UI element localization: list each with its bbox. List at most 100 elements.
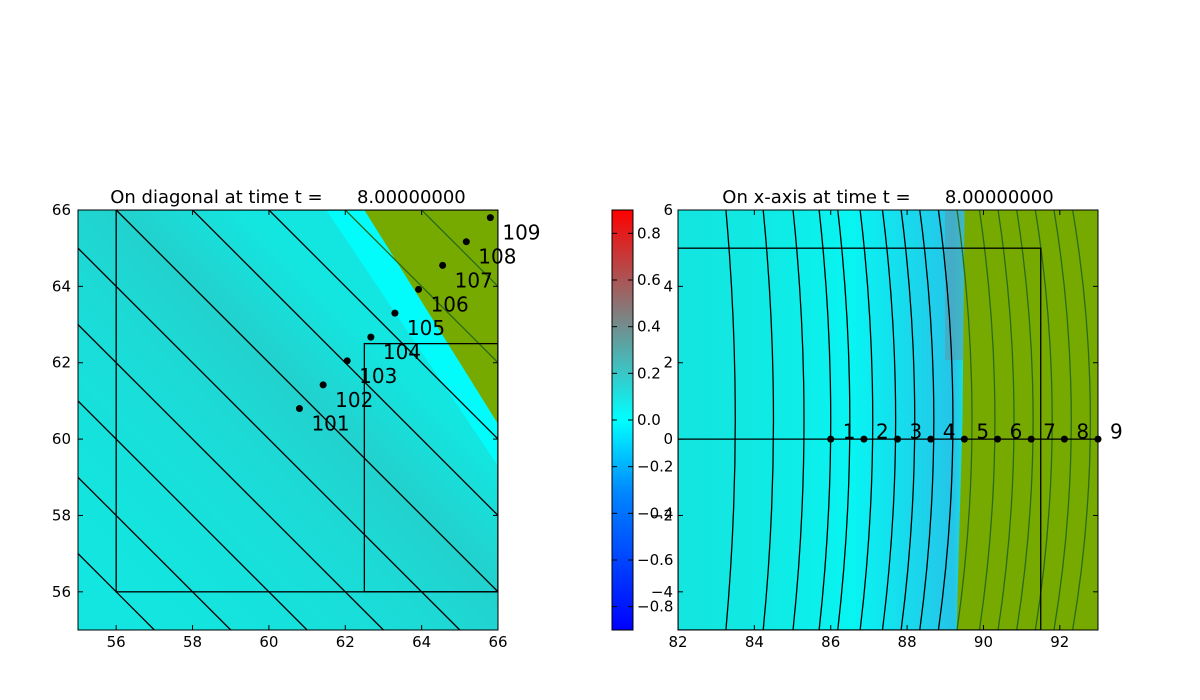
left-y-axis: 56 58 60 62 64 66 [52, 201, 498, 601]
right-contour-line-8 [919, 210, 935, 630]
left-ytick-label-1: 58 [52, 506, 71, 524]
right-contour-line-0 [725, 210, 736, 630]
right-contour-line-4 [837, 210, 851, 630]
left-contour-line-5 [78, 247, 461, 630]
right-ytick-label-2: 0 [663, 430, 673, 448]
colorbar-tick-label-8: 0.8 [637, 224, 661, 242]
right-xtick-label-2: 86 [821, 633, 840, 651]
left-gauge-label-104: 104 [383, 340, 421, 364]
left-gauge-label-102: 102 [335, 388, 373, 412]
left-ytick-label-5: 66 [52, 201, 71, 219]
right-contour-line-7 [900, 210, 916, 630]
right-ytick-label-1: −2 [651, 506, 673, 524]
left-axes-frame [77, 209, 499, 631]
left-gauge-marker-109 [486, 214, 494, 222]
left-gauge-label-108: 108 [478, 245, 516, 269]
right-gauge-label-8: 8 [1076, 420, 1089, 444]
right-gauge-marker-4 [927, 435, 935, 443]
right-y-axis: −4 −2 0 2 4 6 [651, 201, 1098, 601]
right-contours [725, 210, 1091, 630]
right-contour-line-12 [997, 210, 1015, 630]
colorbar-tick-label-2: −0.4 [637, 504, 673, 522]
left-panel: 56 58 60 62 64 66 56 58 60 62 64 66 On diagonal at… [52, 187, 541, 651]
left-xtick-label-0: 56 [107, 633, 126, 651]
left-ytick-label-0: 56 [52, 583, 71, 601]
right-gauge-label-9: 9 [1110, 420, 1123, 444]
right-gauge-label-6: 6 [1010, 420, 1023, 444]
right-gauge-marker-6 [994, 435, 1002, 443]
right-gauge-label-2: 2 [876, 420, 889, 444]
right-gauge-label-1: 1 [843, 420, 856, 444]
right-land-region [956, 210, 1098, 630]
right-gauge-marker-8 [1060, 435, 1068, 443]
left-gauge-marker-102 [319, 381, 327, 389]
right-chart-title: On x-axis at time t = 8.00000000 [722, 187, 1053, 208]
right-xtick-label-1: 84 [745, 633, 764, 651]
left-ytick-label-2: 60 [52, 430, 71, 448]
right-gauge-marker-3 [894, 435, 902, 443]
right-contour-line-9 [937, 210, 954, 630]
right-gauge-marker-9 [1094, 435, 1102, 443]
colorbar-tick-label-6: 0.4 [637, 318, 661, 336]
right-contour-line-11 [978, 210, 996, 630]
right-contour-line-14 [1034, 210, 1053, 630]
right-gauge-marker-5 [960, 435, 968, 443]
colorbar-ticks: −0.8 −0.6 −0.4 −0.2 0.0 0.2 0.4 0.6 0.8 [612, 224, 673, 616]
right-gauge-marker-1 [827, 435, 835, 443]
left-contour-line-9 [344, 210, 498, 364]
right-axes-frame [677, 209, 1099, 631]
right-ytick-label-4: 4 [663, 277, 673, 295]
right-gauge-label-3: 3 [910, 420, 923, 444]
colorbar-tick-label-5: 0.2 [637, 364, 661, 382]
right-xtick-label-0: 82 [668, 633, 687, 651]
left-gauge-label-105: 105 [407, 316, 445, 340]
colorbar-tick-label-1: −0.6 [637, 551, 673, 569]
left-contour-line-2 [78, 476, 232, 630]
right-gauge-label-4: 4 [943, 420, 956, 444]
right-gauge-marker-2 [860, 435, 868, 443]
right-gauge-marker-7 [1027, 435, 1035, 443]
left-ytick-label-4: 64 [52, 277, 71, 295]
left-land-region [364, 210, 498, 424]
left-gauge-marker-106 [415, 285, 423, 293]
right-xtick-label-4: 90 [974, 633, 993, 651]
left-gauge-label-103: 103 [359, 364, 397, 388]
left-xtick-label-2: 60 [259, 633, 278, 651]
left-xtick-label-5: 66 [488, 633, 507, 651]
right-contour-line-13 [1016, 210, 1034, 630]
left-gauge-label-109: 109 [502, 221, 540, 245]
left-contour-line-4 [78, 324, 384, 630]
left-xtick-label-1: 58 [183, 633, 202, 651]
right-gauge-label-7: 7 [1043, 420, 1056, 444]
right-contour-line-1 [762, 210, 775, 630]
right-contour-line-5 [859, 210, 874, 630]
left-ytick-label-3: 62 [52, 354, 71, 372]
left-gauge-marker-103 [343, 357, 351, 365]
right-contour-line-15 [1053, 210, 1072, 630]
right-ytick-label-5: 6 [663, 201, 673, 219]
colorbar-tick-label-4: 0.0 [637, 411, 661, 429]
left-contour-line-6 [115, 210, 498, 593]
right-contour-line-3 [818, 210, 832, 630]
colorbar-tick-label-3: −0.2 [637, 458, 673, 476]
colorbar: −0.8 −0.6 −0.4 −0.2 0.0 0.2 0.4 0.6 0.8 [611, 209, 673, 631]
left-wave-front [326, 210, 498, 466]
left-gauge-label-107: 107 [455, 268, 493, 292]
left-gauge-marker-105 [391, 309, 399, 317]
colorbar-tick-label-0: −0.8 [637, 598, 673, 616]
left-patch-box-1 [363, 342, 498, 593]
left-xtick-label-4: 64 [412, 633, 431, 651]
right-contour-line-2 [792, 210, 805, 630]
left-gauge-marker-108 [462, 238, 470, 246]
right-contour-line-16 [1071, 210, 1091, 630]
colorbar-tick-label-7: 0.6 [637, 271, 661, 289]
right-wave-hump [678, 210, 968, 630]
left-gauge-marker-104 [367, 333, 375, 341]
left-contours [78, 210, 498, 630]
right-contour-line-6 [881, 210, 897, 630]
left-chart-title: On diagonal at time t = 8.00000000 [110, 187, 466, 208]
right-shore-shade [945, 210, 965, 360]
